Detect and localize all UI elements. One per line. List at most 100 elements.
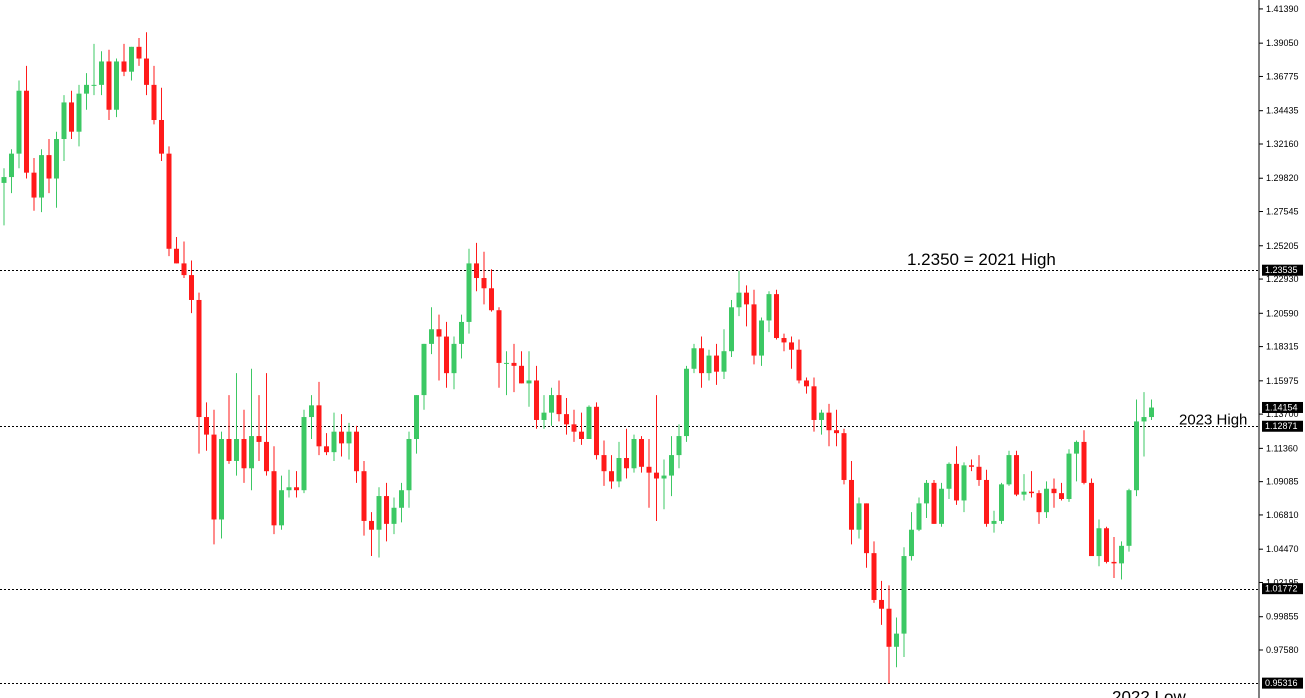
candle: [676, 424, 682, 469]
candle-body: [864, 503, 869, 554]
candle: [631, 434, 637, 473]
price-label-text: 0.95316: [1265, 678, 1298, 688]
candle-body: [181, 263, 187, 276]
candle-body: [901, 556, 907, 634]
candle: [99, 51, 104, 96]
candle: [249, 368, 254, 491]
candle-body: [384, 496, 389, 524]
candle: [714, 343, 719, 385]
candle-body: [466, 263, 472, 322]
candle-body: [226, 438, 232, 461]
candle-body: [69, 102, 74, 132]
price-label-text: 1.12871: [1265, 421, 1298, 431]
candle: [496, 307, 502, 388]
candle-body: [811, 386, 817, 420]
candle: [69, 90, 74, 140]
candle-body: [61, 102, 67, 140]
candle-body: [346, 431, 352, 444]
candle-body: [99, 61, 104, 85]
candle-body: [624, 458, 629, 469]
candle: [639, 436, 644, 473]
candle-body: [759, 320, 764, 356]
candle: [136, 38, 142, 66]
candle-body: [834, 430, 839, 434]
candle-body: [684, 368, 689, 437]
candle: [976, 455, 982, 486]
candle-body: [601, 455, 607, 472]
candle-body: [879, 599, 884, 609]
candle-body: [519, 365, 524, 384]
candle-body: [841, 433, 847, 480]
candle: [39, 149, 44, 213]
candle-body: [744, 292, 749, 305]
tick-label: 0.97580: [1266, 645, 1299, 655]
candle: [691, 343, 697, 374]
price-label-bg: [1262, 583, 1303, 595]
candle: [1006, 450, 1012, 486]
candle: [841, 428, 847, 485]
candle-body: [856, 503, 862, 530]
candle: [789, 336, 794, 369]
candle: [684, 365, 689, 442]
tick-label: 1.11360: [1266, 443, 1298, 453]
tick-label: 1.22930: [1266, 274, 1299, 284]
candle-body: [1006, 455, 1012, 485]
candle-body: [294, 487, 299, 491]
candle-body: [616, 458, 622, 482]
candle: [939, 482, 944, 527]
candle: [406, 431, 412, 508]
candle-body: [526, 380, 532, 384]
candle: [909, 512, 914, 561]
candle-body: [639, 438, 644, 467]
candle: [241, 409, 247, 483]
candle-body: [946, 463, 952, 489]
candle-body: [46, 155, 52, 179]
candle-body: [594, 406, 599, 456]
candle-body: [1066, 453, 1072, 499]
tick-label: 1.25205: [1266, 241, 1299, 251]
candle: [834, 409, 839, 447]
tick-label: 1.09085: [1266, 477, 1299, 487]
candle-body: [1096, 528, 1102, 557]
tick-label: 1.13700: [1266, 409, 1299, 419]
candle: [924, 479, 929, 519]
candle: [886, 585, 892, 684]
candle-body: [301, 417, 307, 491]
annotation-2022-low: 2022 Low: [1112, 687, 1186, 698]
candle-body: [114, 61, 119, 110]
candle: [961, 462, 967, 513]
candle: [339, 414, 344, 457]
candle: [1096, 519, 1102, 567]
candle: [669, 436, 674, 497]
candle-body: [729, 307, 734, 352]
candle-body: [309, 405, 314, 418]
candle-body: [436, 329, 442, 337]
candle-body: [376, 496, 382, 530]
candle-body: [444, 336, 449, 374]
candle: [436, 314, 442, 381]
candle-body: [654, 472, 659, 479]
candle: [766, 291, 772, 333]
candle-body: [969, 465, 974, 467]
candle-body: [414, 395, 419, 439]
candle: [849, 460, 854, 545]
candle-body: [489, 288, 494, 311]
candles: [1, 32, 1154, 684]
candle: [571, 409, 577, 442]
candle: [331, 412, 337, 461]
price-axis-ticks: 1.41390 1.39050 1.36775 1.34435 1.32160 1.298…: [1259, 4, 1299, 655]
candle-body: [796, 349, 802, 381]
tick-label: 1.04470: [1266, 544, 1299, 554]
candle: [466, 248, 472, 334]
candle-body: [1126, 490, 1132, 546]
candle: [1029, 471, 1034, 498]
candle-body: [316, 405, 322, 447]
candle: [504, 351, 509, 396]
candle-body: [361, 471, 367, 521]
candle: [1111, 537, 1117, 579]
candle: [1059, 482, 1064, 501]
candle: [1044, 481, 1049, 519]
candle: [144, 32, 149, 96]
